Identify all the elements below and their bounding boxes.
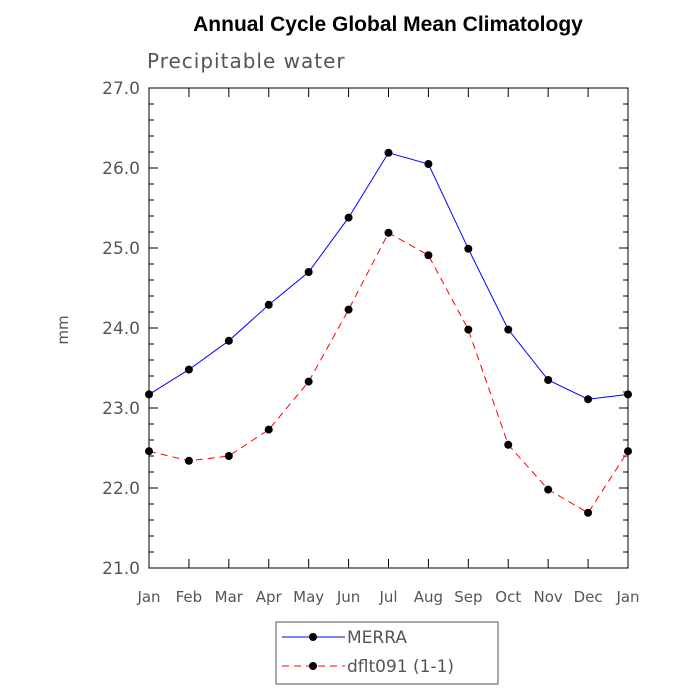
data-point-s1-8 [464, 325, 473, 334]
data-point-s1-0 [145, 447, 153, 456]
series-lines [145, 148, 632, 517]
data-point-s1-7 [424, 251, 433, 260]
data-point-s1-2 [224, 452, 233, 460]
x-tick-label: Mar [215, 588, 244, 606]
x-tick-label: Jul [378, 588, 397, 606]
x-tick-label: Feb [176, 588, 203, 606]
data-point-s0-3 [264, 300, 273, 309]
y-tick-label: 26.0 [102, 159, 140, 179]
series-line-0 [148, 152, 629, 400]
axis-ticks: 21.0 22.0 23.0 24.0 25.0 26.0 27.0 Jan Feb Mar Apr… [102, 79, 639, 606]
data-point-s1-1 [184, 456, 193, 465]
chart-title: Annual Cycle Global Mean Climatology [193, 13, 583, 36]
data-point-s1-9 [504, 440, 513, 449]
x-tick-label: Nov [534, 588, 563, 606]
x-tick-label: Dec [574, 588, 603, 606]
data-point-s0-4 [304, 268, 313, 276]
data-point-s0-10 [544, 376, 553, 384]
x-tick-label: Oct [495, 588, 521, 606]
data-point-s0-0 [145, 390, 153, 399]
data-point-s0-7 [424, 160, 433, 168]
data-point-s0-2 [224, 336, 233, 345]
data-point-s0-5 [344, 213, 353, 222]
y-tick-label: 22.0 [102, 479, 140, 499]
data-point-s0-9 [504, 325, 513, 334]
data-point-s1-11 [584, 508, 593, 517]
data-point-s1-10 [544, 485, 553, 494]
x-tick-label: Apr [256, 588, 283, 606]
data-point-s0-6 [384, 148, 393, 157]
legend-marker-1 [309, 662, 317, 670]
data-point-s0-12 [624, 390, 632, 399]
legend-label-1: dflt091 (1-1) [347, 657, 454, 677]
legend-box [275, 621, 499, 685]
x-tick-label: Jan [136, 588, 160, 606]
x-tick-label: Jan [615, 588, 639, 606]
y-tick-label: 24.0 [102, 319, 140, 339]
data-point-s1-4 [304, 377, 313, 386]
data-point-s0-8 [464, 244, 473, 253]
x-tick-label: Jun [336, 588, 360, 606]
series-line-1 [148, 232, 629, 514]
plot-frame [148, 87, 629, 569]
y-axis-label: mm [54, 315, 72, 344]
y-tick-label: 27.0 [102, 79, 140, 99]
data-point-s1-12 [624, 447, 632, 456]
legend-label-0: MERRA [347, 628, 407, 648]
y-tick-label: 21.0 [102, 559, 140, 579]
y-tick-label: 23.0 [102, 399, 140, 419]
data-point-s0-1 [184, 365, 193, 374]
x-tick-label: Aug [414, 588, 443, 606]
legend: MERRA dflt091 (1-1) [275, 621, 499, 685]
legend-marker-0 [309, 633, 317, 641]
data-point-s0-11 [584, 395, 593, 404]
y-tick-label: 25.0 [102, 239, 140, 259]
x-tick-label: May [293, 588, 324, 606]
data-point-s1-3 [264, 425, 273, 434]
data-point-s1-6 [384, 228, 393, 237]
data-point-s1-5 [344, 305, 353, 314]
chart-subtitle: Precipitable water [147, 49, 346, 73]
x-tick-label: Sep [454, 588, 482, 606]
